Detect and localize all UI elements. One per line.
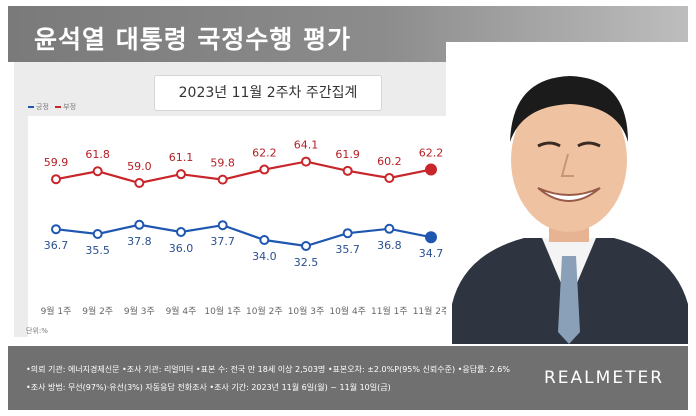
data-point-1-4: [217, 220, 228, 231]
survey-note-2: •조사 방법: 무선(97%)·유선(3%) 자동응답 전화조사 •조사 기간:…: [26, 383, 391, 392]
data-point-0-4: [217, 174, 228, 185]
realmeter-logo: REALMETER: [544, 368, 664, 388]
data-label-1-6: 32.5: [294, 256, 319, 269]
data-label-0-9: 62.2: [419, 147, 444, 160]
title-bar: 윤석열 대통령 국정수행 평가: [8, 6, 688, 62]
president-portrait: [446, 42, 692, 344]
data-point-1-9: [425, 231, 437, 244]
x-tick-label: 9월 4주: [166, 305, 197, 317]
unit-label: 단위:%: [26, 327, 48, 335]
data-point-1-8: [384, 223, 395, 234]
data-point-1-1: [92, 229, 103, 239]
data-label-0-1: 61.8: [85, 148, 110, 161]
data-point-1-3: [176, 227, 186, 237]
data-point-0-0: [51, 174, 61, 185]
data-point-1-7: [342, 228, 353, 239]
data-point-1-5: [259, 235, 270, 245]
chart-subtitle: 2023년 11월 2주차 주간집계: [154, 75, 382, 111]
data-label-0-6: 64.1: [294, 139, 319, 152]
data-point-0-5: [259, 164, 270, 175]
data-label-1-1: 35.5: [85, 244, 110, 257]
portrait-illustration: [446, 42, 692, 344]
legend-label-negative: 부정: [63, 103, 77, 111]
page-title: 윤석열 대통령 국정수행 평가: [34, 25, 352, 54]
data-label-0-5: 62.2: [252, 147, 277, 160]
x-tick-label: 10월 1주: [204, 305, 241, 317]
x-tick-label: 10월 2주: [246, 305, 283, 317]
data-label-0-4: 59.8: [210, 157, 235, 170]
series-line-1: [55, 223, 432, 248]
x-tick-label: 10월 4주: [329, 305, 366, 317]
data-label-0-0: 59.9: [44, 156, 69, 169]
data-label-1-2: 37.8: [127, 235, 152, 248]
data-label-0-7: 61.9: [335, 148, 360, 161]
chart-panel: 2023년 11월 2주차 주간집계 긍정 부정: [14, 62, 529, 358]
x-tick-label: 11월 1주: [371, 305, 408, 317]
legend-swatch-negative: [55, 106, 62, 108]
data-label-1-0: 36.7: [44, 239, 69, 252]
data-point-0-6: [301, 156, 311, 167]
data-point-0-1: [92, 166, 103, 177]
survey-info-footer: •의뢰 기관: 에너지경제신문 •조사 기관: 리얼미터 •표본 수: 전국 만…: [8, 346, 688, 410]
data-point-1-0: [51, 224, 61, 235]
data-label-1-3: 36.0: [169, 242, 194, 255]
legend-item-negative: 부정: [55, 103, 76, 111]
x-tick-label: 9월 2주: [82, 305, 113, 317]
legend-item-positive: 긍정: [28, 103, 49, 111]
legend-swatch-positive: [28, 106, 34, 108]
survey-note-1: •의뢰 기관: 에너지경제신문 •조사 기관: 리얼미터 •표본 수: 전국 만…: [26, 365, 510, 374]
data-point-0-3: [176, 169, 186, 180]
data-label-0-8: 60.2: [377, 155, 402, 168]
data-point-1-6: [301, 241, 311, 251]
x-tick-label: 9월 1주: [41, 305, 72, 317]
chart-legend: 긍정 부정: [28, 102, 80, 112]
data-label-0-2: 59.0: [127, 160, 152, 173]
x-tick-label: 10월 3주: [288, 305, 325, 317]
data-point-1-2: [134, 219, 145, 230]
data-label-1-8: 36.8: [377, 239, 402, 252]
legend-label-positive: 긍정: [36, 103, 49, 111]
data-point-0-2: [134, 178, 145, 188]
data-label-1-4: 37.7: [210, 235, 235, 248]
data-label-1-9: 34.7: [419, 247, 444, 260]
data-label-0-3: 61.1: [169, 151, 194, 164]
data-label-1-5: 34.0: [252, 250, 277, 263]
data-point-0-7: [342, 165, 353, 176]
data-label-1-7: 35.7: [335, 243, 360, 256]
series-line-0: [55, 160, 432, 185]
data-point-0-8: [384, 172, 395, 183]
data-point-0-9: [425, 163, 437, 176]
x-tick-label: 9월 3주: [124, 305, 155, 317]
line-chart: 59.9 61.8 59.0 61.1 59.8 62.2 64.1 61.9 60.2 62.2…: [41, 139, 450, 317]
x-tick-label: 11월 2주: [413, 305, 450, 317]
